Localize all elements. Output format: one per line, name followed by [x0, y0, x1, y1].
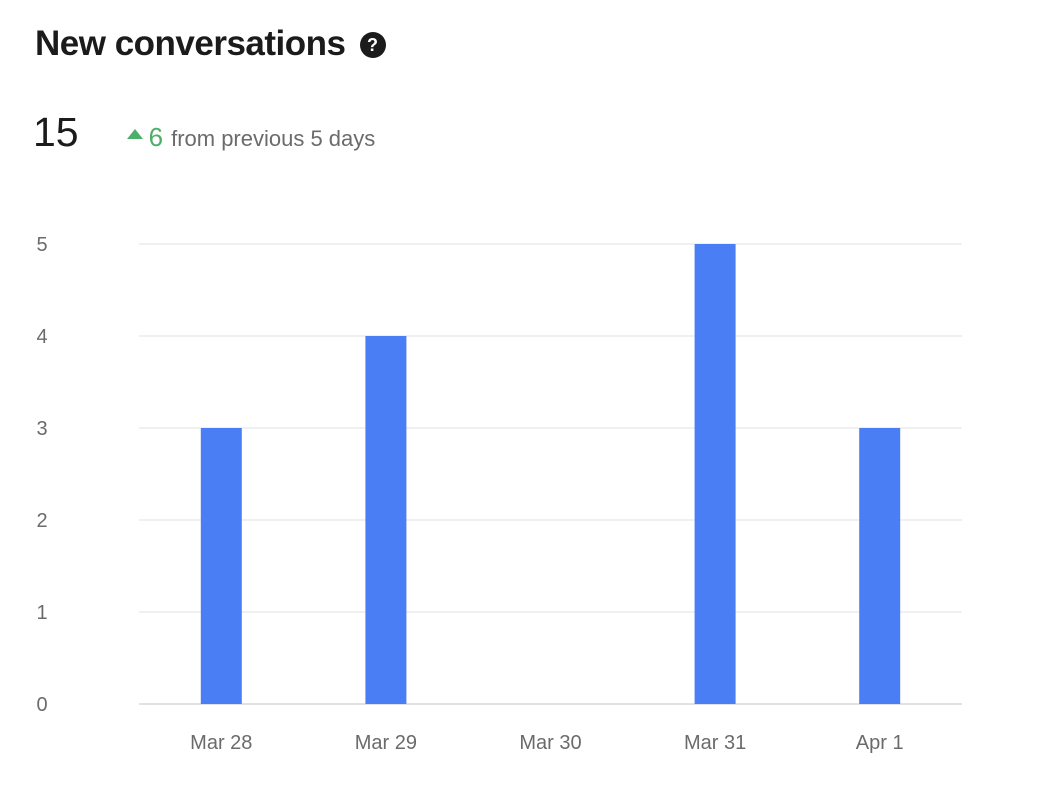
summary-row: 15 6 from previous 5 days: [33, 106, 375, 158]
y-tick-label: 2: [36, 510, 47, 532]
delta-value: 6: [148, 122, 164, 152]
bar[interactable]: [365, 336, 407, 704]
y-tick-label: 1: [36, 602, 47, 624]
bar[interactable]: [859, 428, 901, 704]
y-tick-label: 4: [36, 326, 47, 348]
question-circle-icon[interactable]: ?: [359, 32, 386, 58]
x-tick-label: Mar 30: [519, 732, 581, 754]
x-tick-label: Mar 31: [684, 732, 746, 754]
triangle-up-icon: [126, 129, 143, 139]
y-tick-label: 3: [36, 418, 47, 440]
x-tick-label: Mar 29: [355, 732, 417, 754]
x-tick-label: Mar 28: [190, 732, 252, 754]
x-tick-label: Apr 1: [856, 732, 904, 754]
y-tick-label: 5: [36, 234, 47, 256]
chart-header: New conversations ?: [35, 22, 386, 66]
page-title: New conversations: [35, 24, 346, 63]
delta-text: from previous 5 days: [171, 126, 376, 151]
bar[interactable]: [694, 244, 736, 704]
y-tick-label: 0: [36, 694, 47, 716]
total-count: 15: [33, 109, 79, 155]
delta-indicator: 6 from previous 5 days: [126, 122, 376, 153]
bar[interactable]: [200, 428, 242, 704]
